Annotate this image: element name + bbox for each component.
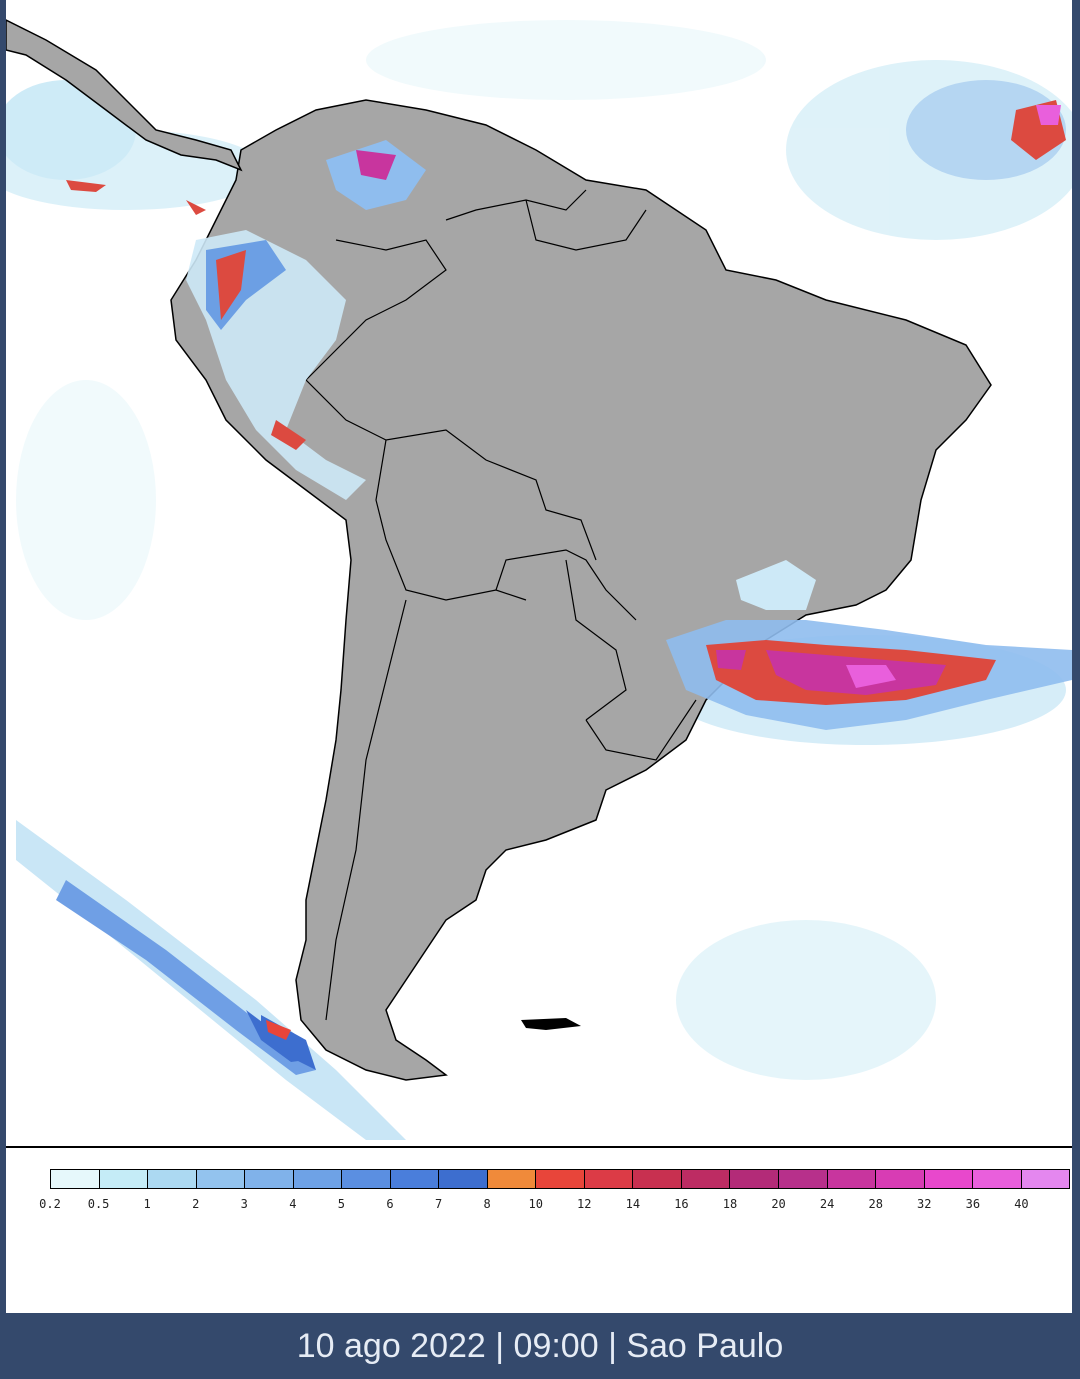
legend-tick-label: 18 — [722, 1197, 738, 1211]
north-atlantic-precip — [1011, 100, 1066, 160]
legend-tick-label: 36 — [965, 1197, 981, 1211]
precipitation-legend: 0.2 0.5 1 2 3 4 5 6 7 8 10 12 14 16 18 20 24 28 32 36 40 — [39, 1169, 1072, 1219]
legend-tick-label: 10 — [528, 1197, 543, 1211]
legend-swatch — [681, 1170, 731, 1188]
legend-tick-label: 40 — [1014, 1197, 1029, 1211]
legend-tick-label: 7 — [434, 1197, 443, 1211]
legend-swatch — [633, 1170, 682, 1188]
legend-tick-label: 0.5 — [87, 1197, 110, 1211]
legend-tick-label: 20 — [771, 1197, 786, 1211]
legend-swatch — [827, 1170, 877, 1188]
legend-swatch — [487, 1170, 537, 1188]
legend-swatch — [536, 1170, 585, 1188]
legend-swatch — [439, 1170, 488, 1188]
legend-swatch — [584, 1170, 634, 1188]
legend-tick-label: 16 — [674, 1197, 689, 1211]
atlantic-heavy-precip — [666, 560, 1072, 730]
legend-tick-label: 4 — [289, 1197, 297, 1211]
legend-swatch — [924, 1170, 974, 1188]
legend-tick-label: 12 — [577, 1197, 592, 1211]
legend-swatch — [778, 1170, 828, 1188]
footer-caption-bar: 10 ago 2022 | 09:00 | Sao Paulo — [0, 1313, 1080, 1379]
legend-tick-label: 14 — [625, 1197, 641, 1211]
legend-tick-label: 2 — [192, 1197, 200, 1211]
south-america-land — [170, 99, 992, 1081]
legend-swatch — [390, 1170, 440, 1188]
footer-caption: 10 ago 2022 | 09:00 | Sao Paulo — [296, 1326, 784, 1365]
legend-tick-label: 8 — [483, 1197, 491, 1211]
legend-tick-label: 3 — [240, 1197, 248, 1211]
legend-swatch — [196, 1170, 246, 1188]
legend-swatch — [99, 1170, 149, 1188]
legend-tick-label: 24 — [819, 1197, 835, 1211]
legend-swatch — [730, 1170, 779, 1188]
falklands — [521, 1018, 581, 1030]
legend-swatch — [1021, 1170, 1070, 1188]
legend-swatch — [342, 1170, 391, 1188]
legend-swatch — [293, 1170, 343, 1188]
legend-swatch — [973, 1170, 1022, 1188]
legend-tick-label: 5 — [337, 1197, 346, 1211]
central-america-land — [6, 19, 243, 172]
legend-tick-label: 32 — [917, 1197, 932, 1211]
legend-swatch — [148, 1170, 197, 1188]
legend-colorbar — [50, 1169, 1070, 1189]
legend-swatch — [876, 1170, 925, 1188]
map-panel: 0.2 0.5 1 2 3 4 5 6 7 8 10 12 14 16 18 20 24 28 32 36 40 — [6, 0, 1072, 1313]
legend-swatch — [245, 1170, 294, 1188]
patagonia-precip — [261, 1015, 316, 1070]
precipitation-map — [6, 0, 1072, 1148]
legend-swatch — [51, 1170, 100, 1188]
legend-tick-label: 6 — [386, 1197, 394, 1211]
legend-tick-label: 0.2 — [39, 1197, 61, 1211]
legend-tick-label: 28 — [868, 1197, 883, 1211]
country-borders — [305, 189, 697, 1021]
andes-precip — [66, 140, 426, 500]
legend-tick-label: 1 — [143, 1197, 151, 1211]
